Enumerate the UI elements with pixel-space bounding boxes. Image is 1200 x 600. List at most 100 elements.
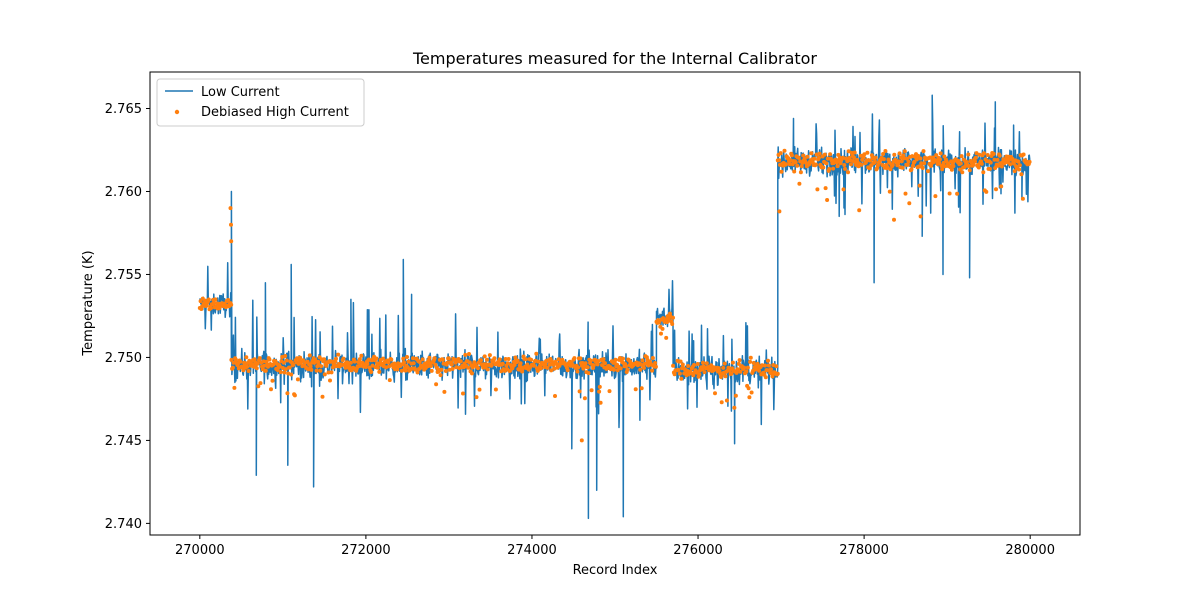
- scatter-point: [903, 191, 908, 196]
- scatter-point: [887, 189, 892, 194]
- x-tick-label: 272000: [341, 543, 391, 558]
- scatter-point: [316, 359, 321, 364]
- scatter-point: [918, 214, 923, 219]
- scatter-point: [549, 368, 554, 373]
- scatter-point: [284, 358, 289, 363]
- scatter-point: [406, 359, 411, 364]
- scatter-point: [670, 322, 675, 326]
- x-tick-label: 274000: [507, 543, 557, 558]
- scatter-point: [881, 157, 886, 162]
- scatter-point: [283, 354, 288, 358]
- scatter-point: [442, 389, 447, 394]
- scatter-point: [902, 156, 906, 161]
- scatter-point: [429, 368, 434, 373]
- scatter-point: [769, 367, 773, 372]
- scatter-point: [812, 156, 817, 161]
- scatter-point: [229, 357, 234, 362]
- scatter-point: [979, 161, 984, 166]
- scatter-point: [883, 149, 888, 153]
- scatter-point: [598, 400, 603, 405]
- scatter-point: [389, 357, 394, 362]
- scatter-point: [730, 360, 735, 365]
- scatter-point: [597, 389, 602, 394]
- scatter-point: [369, 370, 374, 374]
- scatter-point: [778, 151, 783, 156]
- scatter-point: [420, 357, 425, 362]
- scatter-point: [633, 387, 638, 392]
- scatter-point: [951, 164, 956, 169]
- scatter-point: [256, 384, 261, 389]
- scatter-point: [476, 366, 480, 371]
- scatter-point: [917, 164, 921, 169]
- scatter-point: [779, 169, 784, 174]
- scatter-point: [217, 306, 222, 311]
- scatter-point: [695, 362, 700, 366]
- scatter-point: [428, 364, 433, 368]
- scatter-point: [909, 167, 914, 172]
- scatter-point: [653, 361, 658, 365]
- scatter-point: [307, 353, 312, 358]
- scatter-point: [381, 356, 386, 361]
- scatter-point: [285, 391, 290, 396]
- scatter-point: [798, 170, 803, 175]
- scatter-point: [937, 157, 942, 162]
- scatter-point: [650, 356, 655, 360]
- scatter-point: [597, 384, 602, 389]
- scatter-point: [308, 364, 313, 369]
- scatter-point: [784, 162, 788, 167]
- scatter-point: [246, 369, 251, 373]
- scatter-point: [650, 368, 655, 373]
- scatter-point: [747, 395, 752, 400]
- scatter-point: [583, 361, 588, 366]
- scatter-point: [639, 386, 644, 391]
- scatter-point: [896, 159, 901, 164]
- scatter-point: [890, 163, 895, 167]
- scatter-point: [485, 367, 490, 372]
- scatter-point: [318, 368, 323, 373]
- scatter-point: [411, 356, 415, 361]
- scatter-point: [665, 314, 670, 319]
- scatter-point: [722, 361, 727, 366]
- scatter-point: [417, 360, 422, 364]
- scatter-point: [976, 165, 981, 170]
- scatter-point: [822, 152, 827, 157]
- scatter-point: [985, 153, 990, 157]
- scatter-point: [692, 363, 696, 367]
- scatter-point: [625, 367, 630, 372]
- scatter-point: [777, 158, 782, 163]
- scatter-point: [503, 357, 508, 361]
- scatter-point: [827, 167, 832, 171]
- scatter-point: [885, 165, 890, 170]
- scatter-point: [1016, 159, 1021, 164]
- scatter-point: [865, 150, 870, 155]
- x-tick-label: 270000: [175, 543, 225, 558]
- scatter-point: [732, 405, 737, 410]
- scatter-point: [553, 394, 557, 398]
- legend-label-debiased-high-current: Debiased High Current: [201, 105, 349, 120]
- scatter-point: [366, 357, 371, 362]
- scatter-point: [900, 165, 905, 170]
- scatter-point: [967, 164, 972, 168]
- scatter-point: [1021, 152, 1026, 157]
- scatter-point: [536, 359, 541, 364]
- scatter-point: [671, 315, 675, 320]
- scatter-point: [295, 377, 300, 382]
- scatter-point: [204, 303, 209, 308]
- scatter-point: [370, 363, 375, 368]
- scatter-point: [322, 357, 326, 362]
- scatter-point: [955, 191, 960, 196]
- scatter-point: [713, 391, 717, 396]
- scatter-point: [660, 326, 665, 331]
- scatter-point: [793, 160, 798, 165]
- scatter-point: [575, 369, 580, 374]
- scatter-point: [324, 363, 329, 368]
- scatter-point: [873, 155, 878, 160]
- scatter-point: [547, 362, 552, 367]
- scatter-point: [872, 159, 877, 164]
- y-axis-ticks: 2.740 2.745 2.750 2.755 2.760 2.765: [105, 102, 150, 532]
- scatter-point: [359, 353, 364, 358]
- scatter-point: [859, 162, 864, 167]
- scatter-point: [512, 362, 517, 367]
- scatter-point: [551, 362, 556, 367]
- scatter-point: [933, 194, 938, 199]
